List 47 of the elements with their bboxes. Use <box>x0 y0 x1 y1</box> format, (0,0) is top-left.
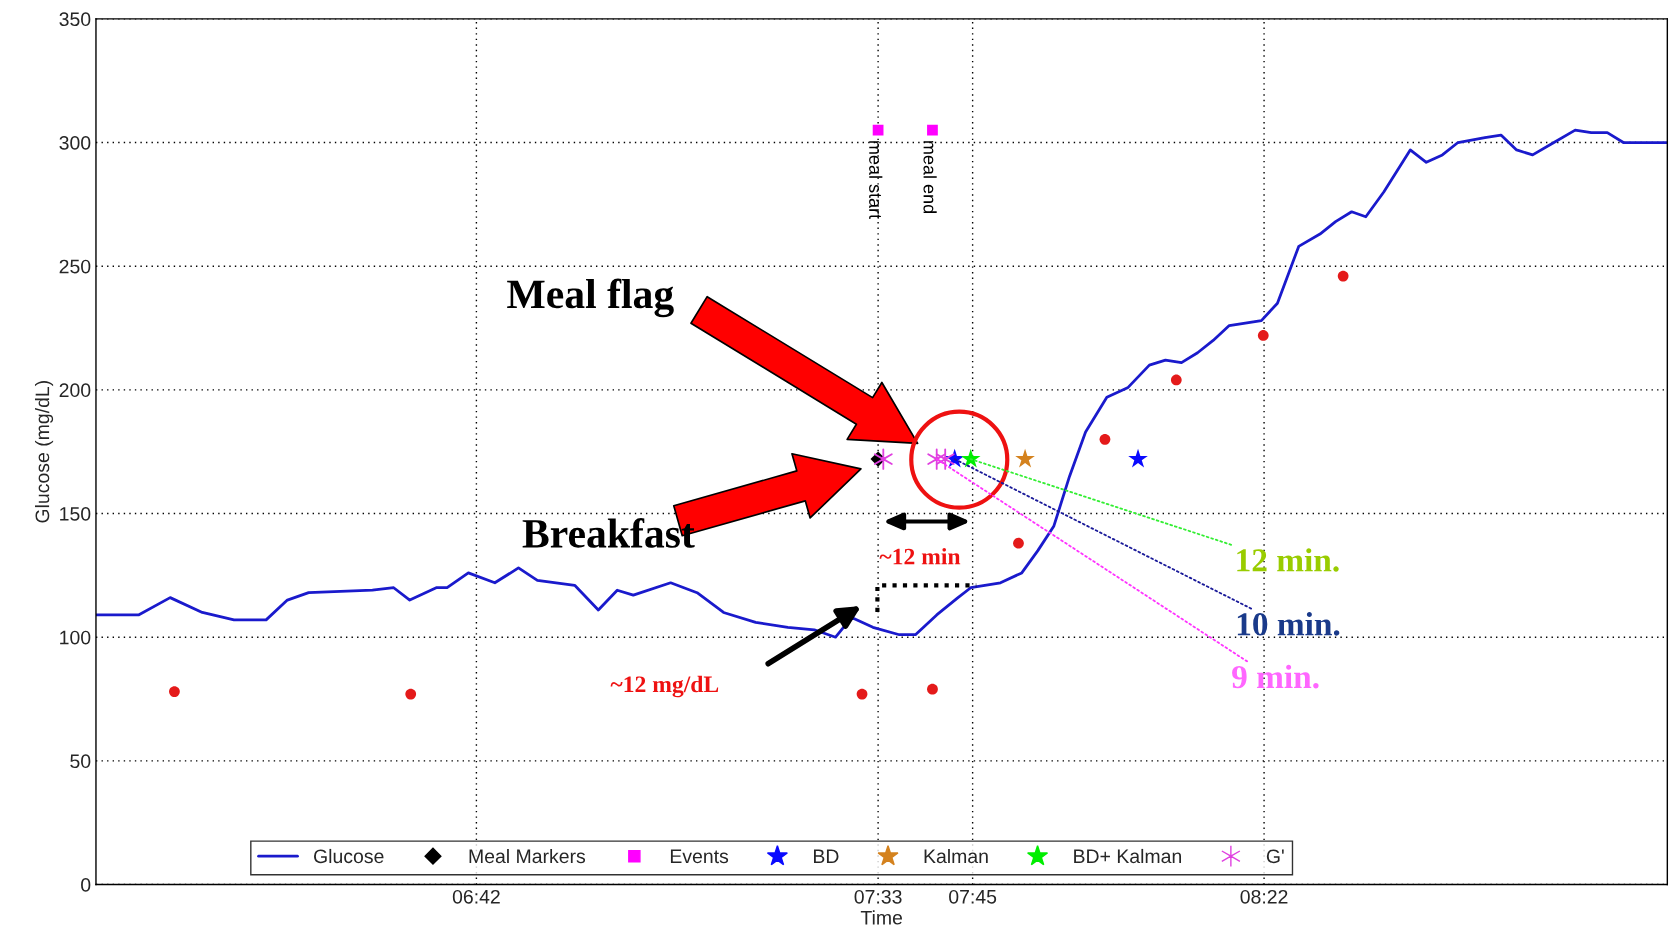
x-tick-label: 07:45 <box>949 889 997 904</box>
legend-label: BD <box>814 849 839 863</box>
x-tick-label: 07:33 <box>854 889 902 904</box>
annotation: 12 min. <box>1237 548 1339 572</box>
y-tick-label: 250 <box>59 259 91 274</box>
point <box>927 124 938 136</box>
point <box>856 688 868 700</box>
line-series <box>95 128 1668 639</box>
point <box>405 688 417 700</box>
y-tick-label: 300 <box>59 136 91 150</box>
point <box>960 448 981 468</box>
point <box>935 448 955 470</box>
annotation: ~12 mg/dL <box>610 675 719 698</box>
y-tick-label: 150 <box>60 507 91 521</box>
point <box>1015 448 1035 468</box>
legend-label: Events <box>670 849 729 864</box>
point <box>169 686 180 697</box>
y-tick-label: 350 <box>59 12 91 27</box>
legend-label: Kalman <box>924 848 988 864</box>
y-tick-label: 0 <box>81 878 91 892</box>
x-tick-label: 08:22 <box>1240 889 1288 904</box>
point <box>1128 448 1148 468</box>
point <box>1170 374 1182 386</box>
point <box>873 448 893 470</box>
legend-label: G' <box>1266 849 1284 864</box>
annotation: 10 min. <box>1237 612 1340 636</box>
legend-label: Meal Markers <box>469 848 586 864</box>
y-tick-label: 50 <box>70 754 91 769</box>
annotation: ~12 min <box>879 547 961 565</box>
annotation: Breakfast <box>522 518 695 548</box>
point <box>1257 330 1269 341</box>
y-tick-label: 200 <box>59 383 91 398</box>
annotation: meal end <box>923 141 937 213</box>
legend-label: BD+ Kalman <box>1074 848 1181 864</box>
x-axis-title: Time <box>860 910 903 925</box>
point <box>927 683 938 695</box>
annotation: meal start <box>869 141 883 220</box>
annotation: 9 min. <box>1232 664 1319 689</box>
point <box>872 124 884 136</box>
point <box>1099 433 1111 445</box>
point <box>1337 270 1349 282</box>
annotation: Meal flag <box>507 278 674 318</box>
y-axis-title: Glucose (mg/dL) <box>34 381 54 523</box>
legend-label: Glucose <box>314 848 384 864</box>
x-tick-label: 06:42 <box>452 889 500 904</box>
y-tick-label: 100 <box>60 630 91 645</box>
point <box>1013 537 1024 549</box>
